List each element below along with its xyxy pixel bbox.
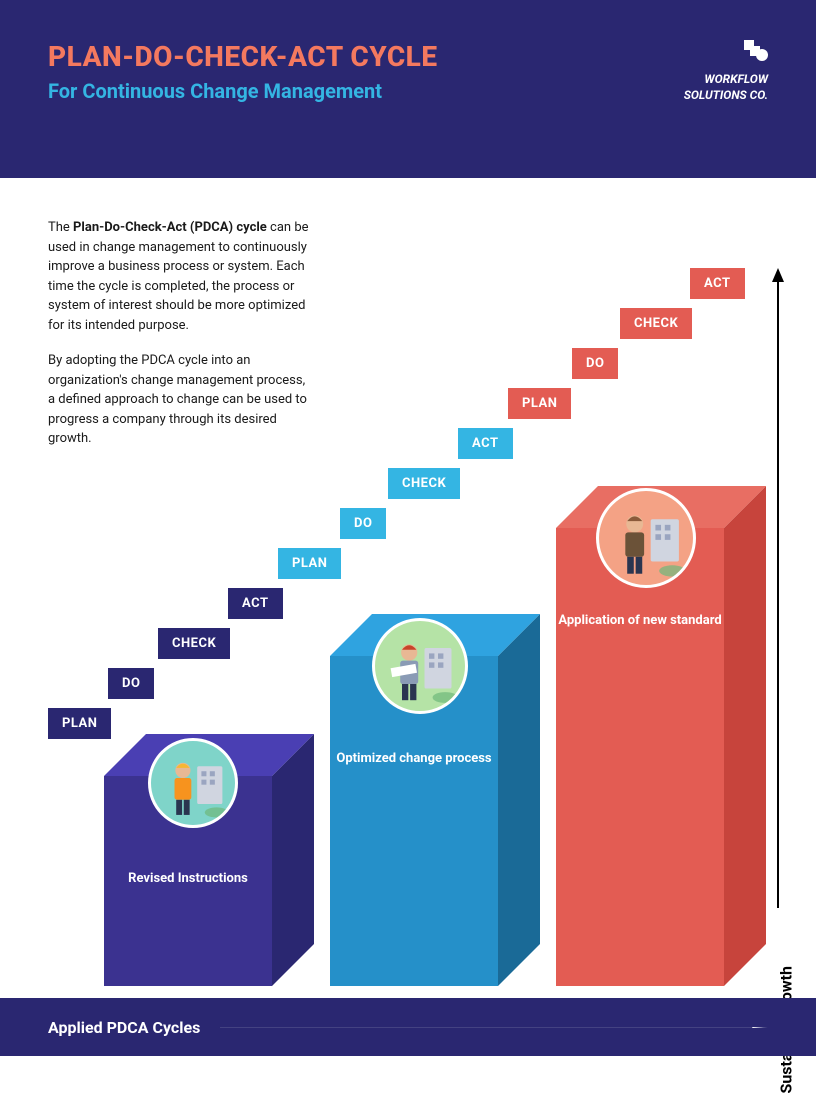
p1-post: can be used in change management to cont… [48, 220, 309, 333]
logo-block: WORKFLOW SOLUTIONS CO. [684, 40, 768, 103]
pdca-step-label: ACT [228, 588, 283, 619]
pillar-label: Revised Instructions [104, 871, 272, 888]
pdca-step-label: CHECK [158, 628, 230, 659]
title-block: PLAN-DO-CHECK-ACT CYCLE For Continuous C… [48, 40, 684, 103]
page-title: PLAN-DO-CHECK-ACT CYCLE [48, 40, 684, 73]
pdca-step-label: ACT [690, 268, 745, 299]
pillar-label: Optimized change process [330, 751, 498, 768]
pdca-step-label: PLAN [508, 388, 571, 419]
body-text: The Plan-Do-Check-Act (PDCA) cycle can b… [48, 218, 313, 465]
person-illustration-icon [148, 738, 238, 828]
x-axis-arrow-icon [220, 1027, 768, 1028]
pdca-step-label: PLAN [278, 548, 341, 579]
pillar-label: Application of new standard [556, 613, 724, 630]
paragraph-1: The Plan-Do-Check-Act (PDCA) cycle can b… [48, 218, 313, 335]
content-area: The Plan-Do-Check-Act (PDCA) cycle can b… [0, 178, 816, 1056]
page-subtitle: For Continuous Change Management [48, 79, 684, 103]
y-axis-arrow-icon [772, 268, 784, 912]
p1-bold: Plan-Do-Check-Act (PDCA) cycle [73, 220, 267, 235]
logo-text: WORKFLOW SOLUTIONS CO. [684, 72, 768, 103]
paragraph-2: By adopting the PDCA cycle into an organ… [48, 351, 313, 449]
footer: Applied PDCA Cycles [0, 998, 816, 1056]
pdca-step-label: DO [108, 668, 154, 699]
pdca-step-label: DO [572, 348, 618, 379]
person-illustration-icon [596, 488, 696, 588]
pdca-step-label: ACT [458, 428, 513, 459]
pdca-step-label: DO [340, 508, 386, 539]
person-illustration-icon [372, 618, 468, 714]
p1-pre: The [48, 220, 73, 235]
pdca-step-label: PLAN [48, 708, 111, 739]
pdca-step-label: CHECK [388, 468, 460, 499]
logo-line1: WORKFLOW [704, 72, 768, 86]
x-axis-label: Applied PDCA Cycles [48, 1018, 200, 1037]
pdca-step-label: CHECK [620, 308, 692, 339]
logo-icon [738, 40, 768, 66]
logo-line2: SOLUTIONS CO. [684, 88, 768, 102]
header: PLAN-DO-CHECK-ACT CYCLE For Continuous C… [0, 0, 816, 178]
